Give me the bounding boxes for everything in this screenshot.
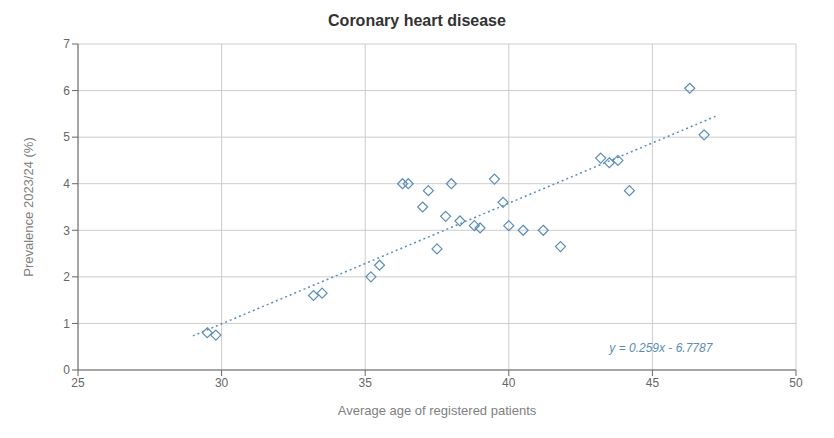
svg-text:30: 30 xyxy=(215,376,229,390)
svg-text:3: 3 xyxy=(63,224,70,238)
svg-text:50: 50 xyxy=(789,376,803,390)
svg-text:7: 7 xyxy=(63,37,70,51)
svg-text:y = 0.259x - 6.7787: y = 0.259x - 6.7787 xyxy=(608,341,713,355)
svg-text:25: 25 xyxy=(71,376,85,390)
svg-text:0: 0 xyxy=(63,363,70,377)
svg-text:6: 6 xyxy=(63,84,70,98)
svg-text:35: 35 xyxy=(359,376,373,390)
svg-text:Average age of registered pati: Average age of registered patients xyxy=(338,403,537,418)
svg-text:45: 45 xyxy=(646,376,660,390)
svg-text:1: 1 xyxy=(63,317,70,331)
svg-text:40: 40 xyxy=(502,376,516,390)
html-text:Coronary heart disease: Coronary heart disease xyxy=(328,12,506,29)
svg-text:Prevalence 2023/24 (%): Prevalence 2023/24 (%) xyxy=(21,137,36,276)
svg-text:5: 5 xyxy=(63,130,70,144)
svg-text:2: 2 xyxy=(63,270,70,284)
svg-text:4: 4 xyxy=(63,177,70,191)
